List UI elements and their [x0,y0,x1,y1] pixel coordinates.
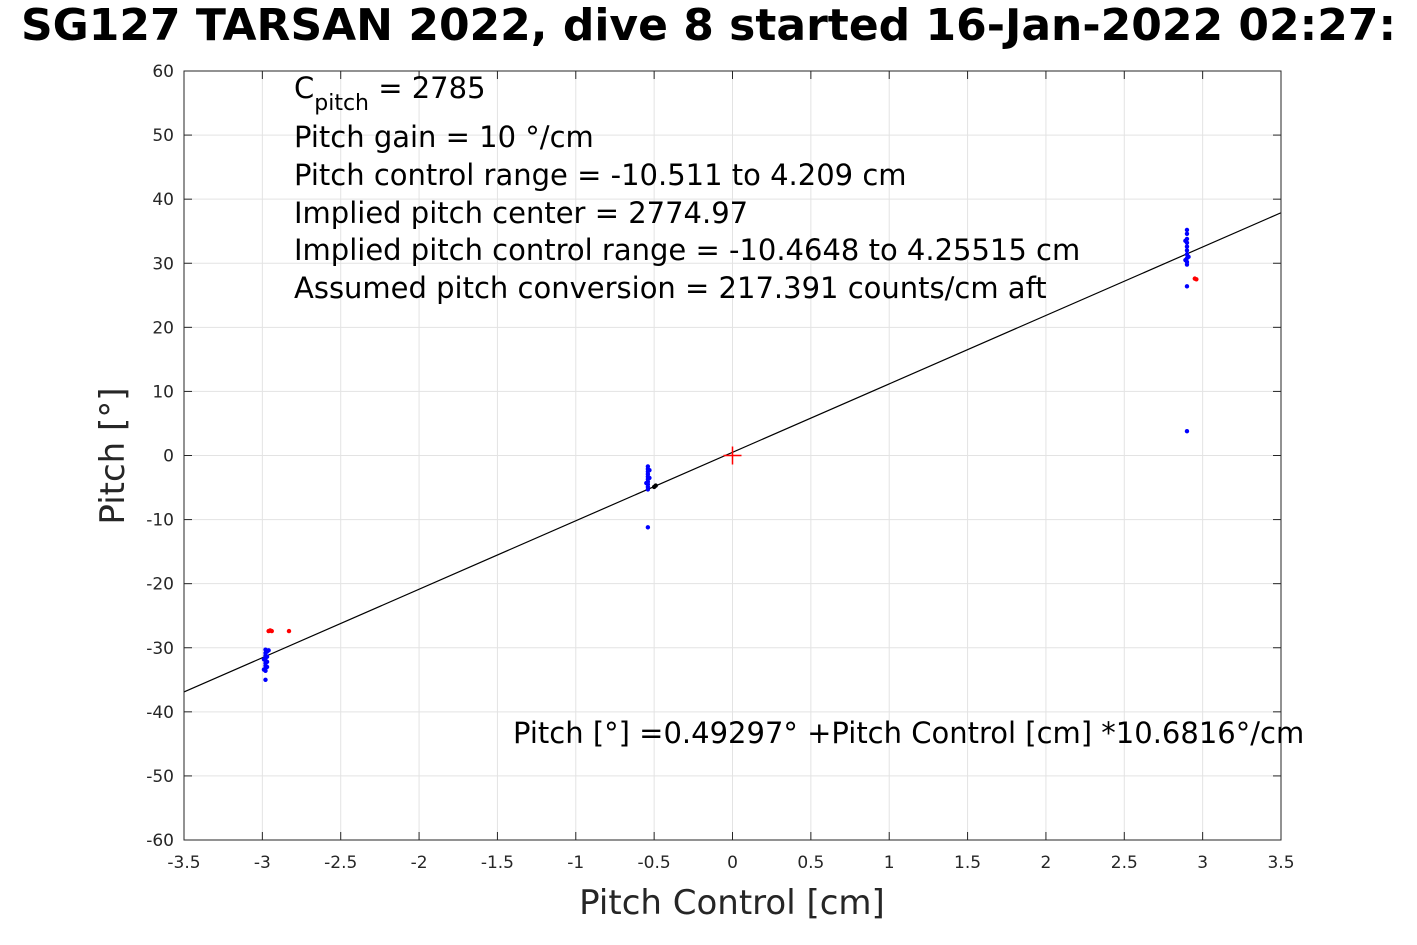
data-point [1186,254,1191,260]
data-point [261,657,267,662]
data-point [645,525,651,530]
x-tick-labels: -3.5 -3 -2.5 -2 -1.5 -1 -0.5 0 0.5 1 1.5 2 2.5 3 3.5 [167,853,1294,873]
center-marker [723,446,742,465]
y-tick-labels: -60 -50 -40 -30 -20 -10 0 10 20 30 40 50 60 [146,62,174,851]
x-tick-label: 1 [884,853,895,873]
c-pitch-subscript: pitch [314,91,369,116]
x-tick-label: -2 [411,853,428,873]
c-pitch-annotation: Cpitch = 2785 [294,71,486,116]
x-tick-label: 2.5 [1111,853,1138,873]
y-axis-label: Pitch [°] [93,387,133,524]
data-point [1192,276,1198,281]
data-point [647,475,652,481]
x-tick-label: -1.5 [481,853,514,873]
data-point [1184,231,1190,236]
x-tick-label: -1 [567,853,584,873]
data-point [264,659,270,665]
implied-pitch-center-annotation: Implied pitch center = 2774.97 [294,196,748,230]
fit-equation-annotation: Pitch [°] =0.49297° +Pitch Control [cm] … [513,716,1304,750]
y-tick-label: -30 [146,639,174,659]
data-point [647,468,652,473]
data-point [269,628,274,634]
pitch-gain-annotation: Pitch gain = 10 °/cm [294,120,594,154]
data-point [266,648,271,653]
data-point [1184,284,1190,289]
y-tick-label: -40 [146,703,174,723]
x-tick-label: -0.5 [638,853,671,873]
x-tick-label: 1.5 [954,853,981,873]
c-pitch-value: = 2785 [369,71,486,105]
x-axis-label: Pitch Control [cm] [579,883,885,923]
data-point [1184,248,1190,253]
y-tick-label: 50 [152,126,174,146]
data-point [1184,262,1190,267]
x-tick-label: -3 [254,853,271,873]
data-point [1184,428,1190,434]
pitch-conversion-annotation: Assumed pitch conversion = 217.391 count… [294,271,1047,305]
y-tick-label: -50 [146,767,174,787]
x-tick-label: 0.5 [797,853,824,873]
x-tick-label: 3 [1197,853,1208,873]
chart-title: SG127 TARSAN 2022, dive 8 started 16-Jan… [20,0,1397,51]
annotation-block: Cpitch = 2785 Pitch gain = 10 °/cm Pitch… [294,71,1080,305]
data-point [266,628,271,634]
x-tick-label: 0 [727,853,738,873]
x-tick-label: 3.5 [1267,853,1294,873]
pitch-control-range-annotation: Pitch control range = -10.511 to 4.209 c… [294,158,907,192]
data-point [264,664,270,670]
data-point [651,484,657,490]
y-tick-label: 10 [152,382,174,402]
data-point [644,480,649,486]
y-tick-label: 60 [152,62,174,82]
data-point [1183,257,1188,263]
data-point [261,667,267,672]
c-pitch-base: C [294,71,314,105]
y-tick-label: -60 [146,831,174,851]
data-points [261,227,1199,682]
data-point [286,628,292,634]
y-tick-label: 30 [152,254,174,274]
axis-ticks [183,70,1282,841]
data-point [1183,238,1188,244]
y-tick-label: -20 [146,575,174,595]
y-tick-label: -10 [146,511,174,531]
data-point [1184,244,1190,249]
y-tick-label: 20 [152,318,174,338]
data-point [645,487,651,492]
y-tick-label: 0 [163,447,174,467]
data-point [264,654,270,659]
x-tick-label: -2.5 [324,853,357,873]
x-tick-label: 2 [1041,853,1052,873]
data-point [1184,227,1190,233]
x-tick-label: -3.5 [167,853,200,873]
y-tick-label: 40 [152,190,174,210]
data-point [263,677,268,682]
implied-pitch-range-annotation: Implied pitch control range = -10.4648 t… [294,233,1080,267]
